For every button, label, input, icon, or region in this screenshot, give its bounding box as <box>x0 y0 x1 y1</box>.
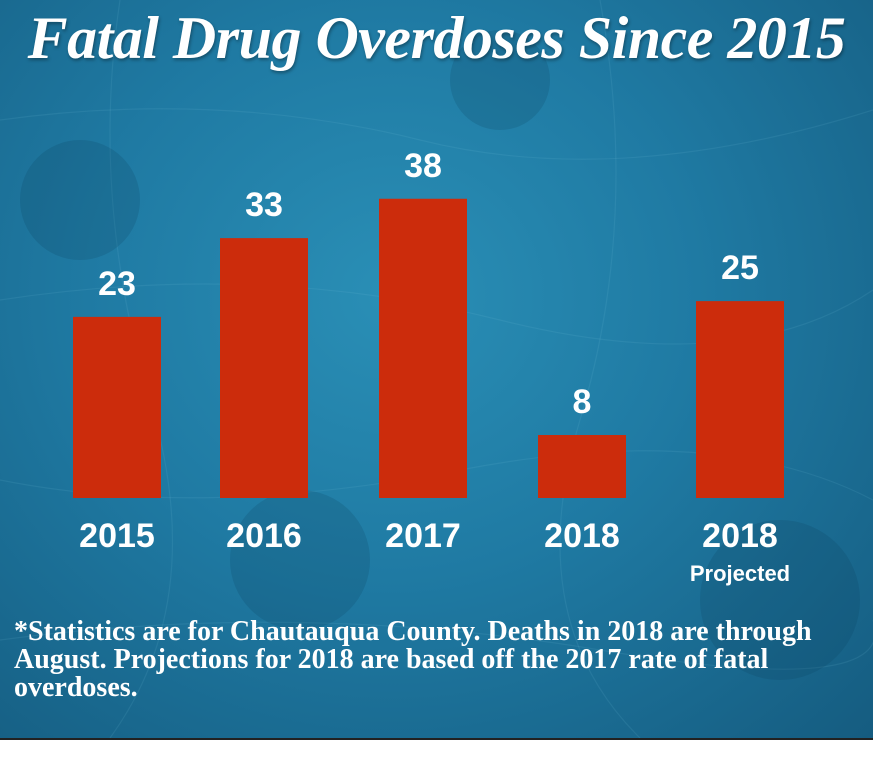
bar-3 <box>379 198 467 498</box>
value-label-4: 8 <box>573 383 592 421</box>
category-label-3: 2017 <box>385 517 461 555</box>
value-label-3: 38 <box>404 147 442 185</box>
category-label-2: 2016 <box>226 517 302 555</box>
value-label-1: 23 <box>98 265 136 303</box>
bar-2 <box>220 238 308 498</box>
category-label-1: 2015 <box>79 517 155 555</box>
bar-5 <box>696 301 784 498</box>
bar-chart: 23 33 38 8 25 2015 2016 2017 2018 2018 Projected <box>73 147 790 586</box>
value-label-5: 25 <box>721 249 759 287</box>
poster-background: Fatal Drug Overdoses Since 2015 23 33 38 8 2… <box>0 0 873 738</box>
texture-overlay <box>0 0 873 738</box>
value-label-2: 33 <box>245 186 283 224</box>
bar-1 <box>73 316 161 498</box>
category-sublabel-5: Projected <box>690 561 790 586</box>
bar-4 <box>538 435 626 498</box>
footnote: *Statistics are for Chautauqua County. D… <box>14 616 812 703</box>
chart-title: Fatal Drug Overdoses Since 2015 <box>27 5 846 71</box>
bottom-border <box>0 738 873 740</box>
category-label-4: 2018 <box>544 517 620 555</box>
category-label-5: 2018 <box>702 517 778 555</box>
